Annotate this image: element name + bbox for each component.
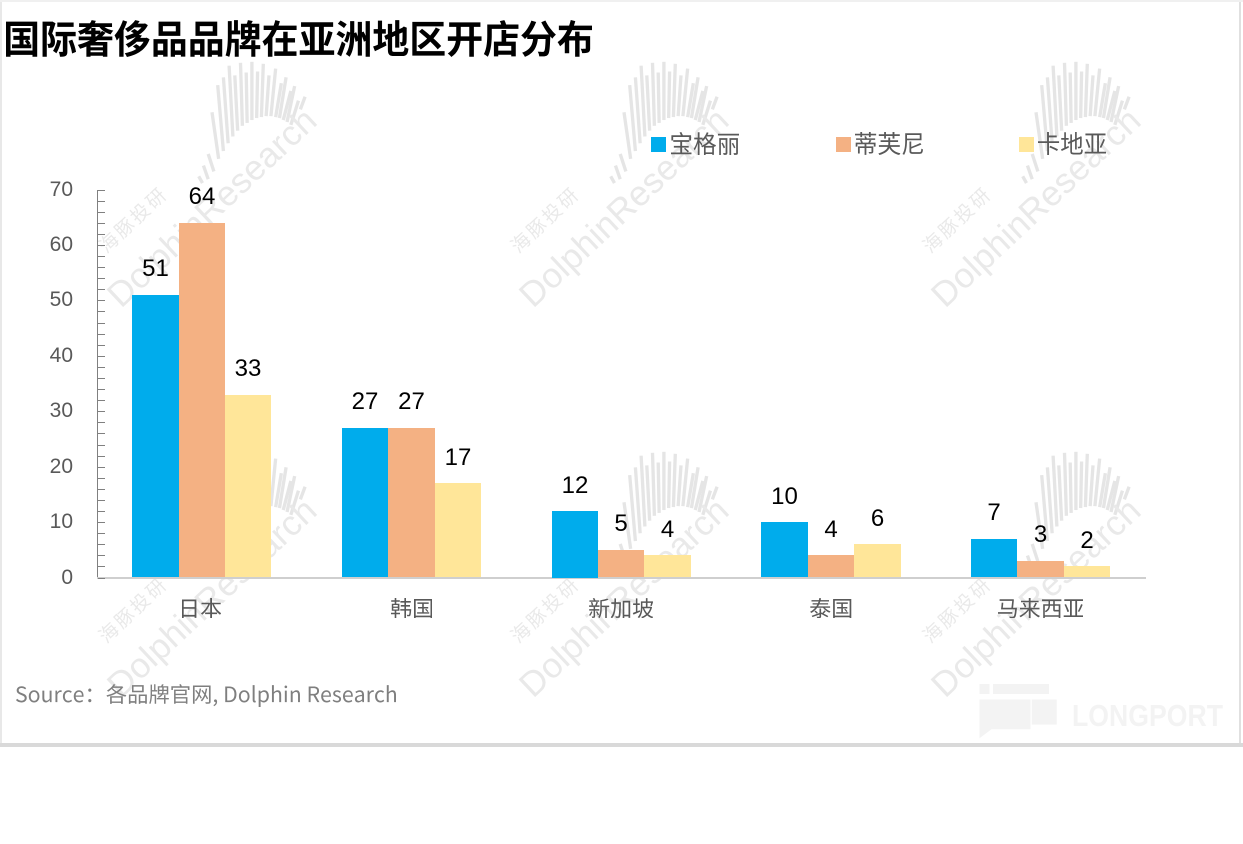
svg-text:LONGPORT: LONGPORT xyxy=(1072,698,1223,733)
